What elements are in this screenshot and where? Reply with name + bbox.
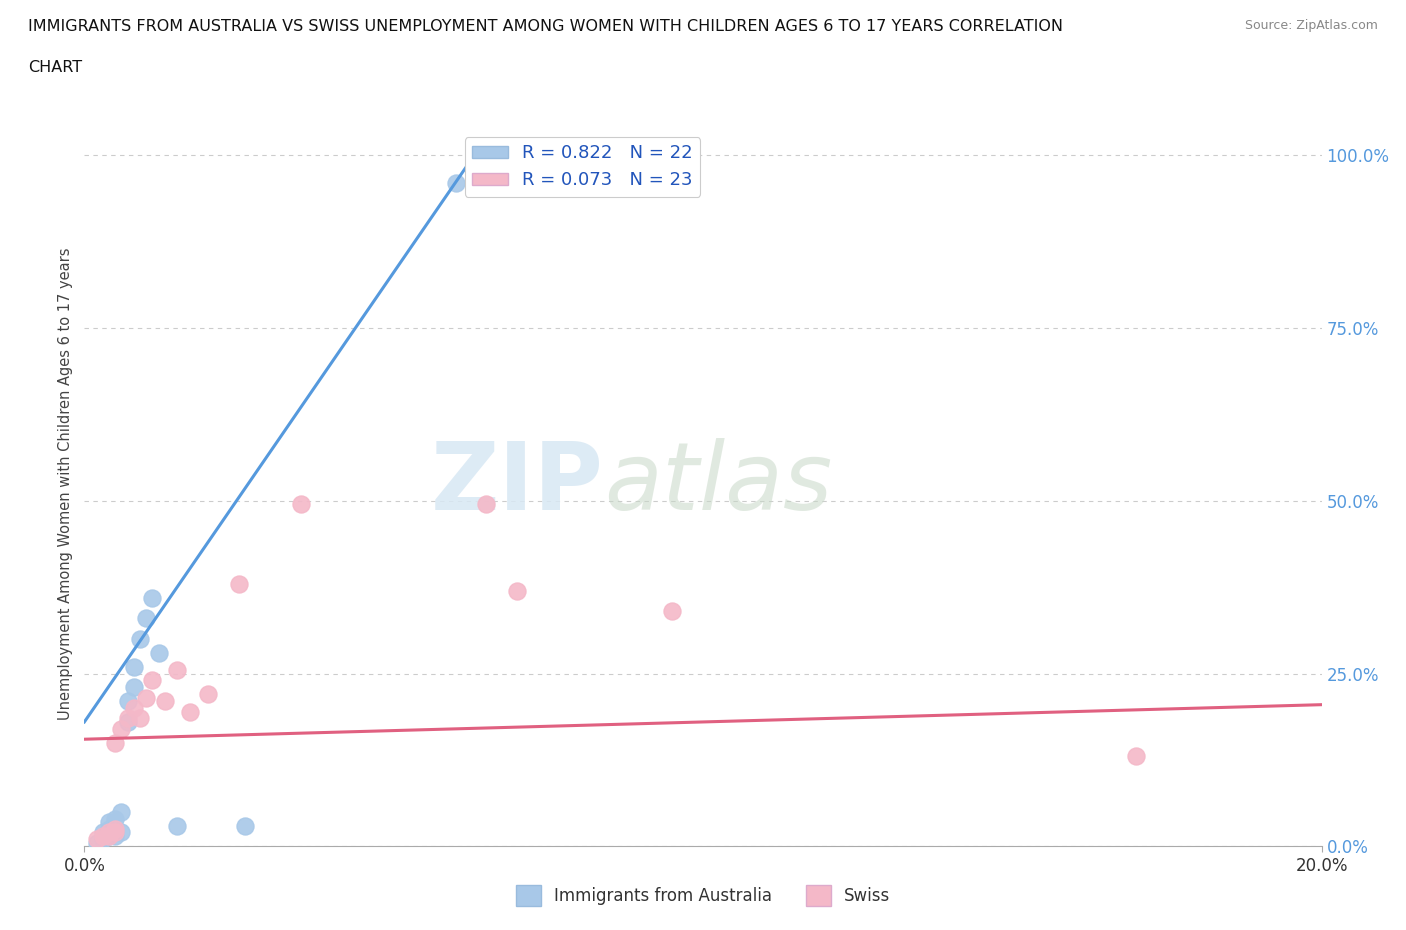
Point — [104, 821, 127, 836]
Point — [444, 176, 467, 191]
Point — [141, 591, 163, 605]
Point — [86, 832, 108, 847]
Point — [197, 687, 219, 702]
Text: ZIP: ZIP — [432, 438, 605, 529]
Point — [117, 714, 139, 729]
Point — [129, 631, 152, 646]
Legend: R = 0.822   N = 22, R = 0.073   N = 23: R = 0.822 N = 22, R = 0.073 N = 23 — [464, 138, 700, 196]
Point — [86, 835, 108, 850]
Point — [104, 825, 127, 840]
Point — [91, 825, 114, 840]
Point — [91, 832, 114, 847]
Point — [117, 694, 139, 709]
Point — [1125, 749, 1147, 764]
Point — [290, 497, 312, 512]
Y-axis label: Unemployment Among Women with Children Ages 6 to 17 years: Unemployment Among Women with Children A… — [58, 247, 73, 720]
Point — [117, 711, 139, 726]
Point — [179, 704, 201, 719]
Point — [166, 818, 188, 833]
Point — [506, 583, 529, 598]
Point — [104, 811, 127, 826]
Point — [661, 604, 683, 618]
Point — [122, 700, 145, 715]
Point — [98, 821, 121, 836]
Point — [141, 673, 163, 688]
Point — [153, 694, 176, 709]
Point — [228, 577, 250, 591]
Point — [98, 829, 121, 844]
Point — [475, 497, 498, 512]
Point — [104, 825, 127, 840]
Point — [110, 722, 132, 737]
Point — [98, 825, 121, 840]
Point — [129, 711, 152, 726]
Point — [233, 818, 256, 833]
Point — [135, 611, 157, 626]
Point — [122, 680, 145, 695]
Point — [148, 645, 170, 660]
Text: CHART: CHART — [28, 60, 82, 75]
Point — [91, 829, 114, 844]
Point — [98, 829, 121, 844]
Point — [104, 736, 127, 751]
Point — [166, 663, 188, 678]
Text: Source: ZipAtlas.com: Source: ZipAtlas.com — [1244, 19, 1378, 32]
Point — [135, 690, 157, 705]
Text: IMMIGRANTS FROM AUSTRALIA VS SWISS UNEMPLOYMENT AMONG WOMEN WITH CHILDREN AGES 6: IMMIGRANTS FROM AUSTRALIA VS SWISS UNEMP… — [28, 19, 1063, 33]
Point — [110, 804, 132, 819]
Point — [110, 825, 132, 840]
Legend: Immigrants from Australia, Swiss: Immigrants from Australia, Swiss — [509, 879, 897, 912]
Point — [104, 829, 127, 844]
Text: atlas: atlas — [605, 438, 832, 529]
Point — [98, 815, 121, 830]
Point — [122, 659, 145, 674]
